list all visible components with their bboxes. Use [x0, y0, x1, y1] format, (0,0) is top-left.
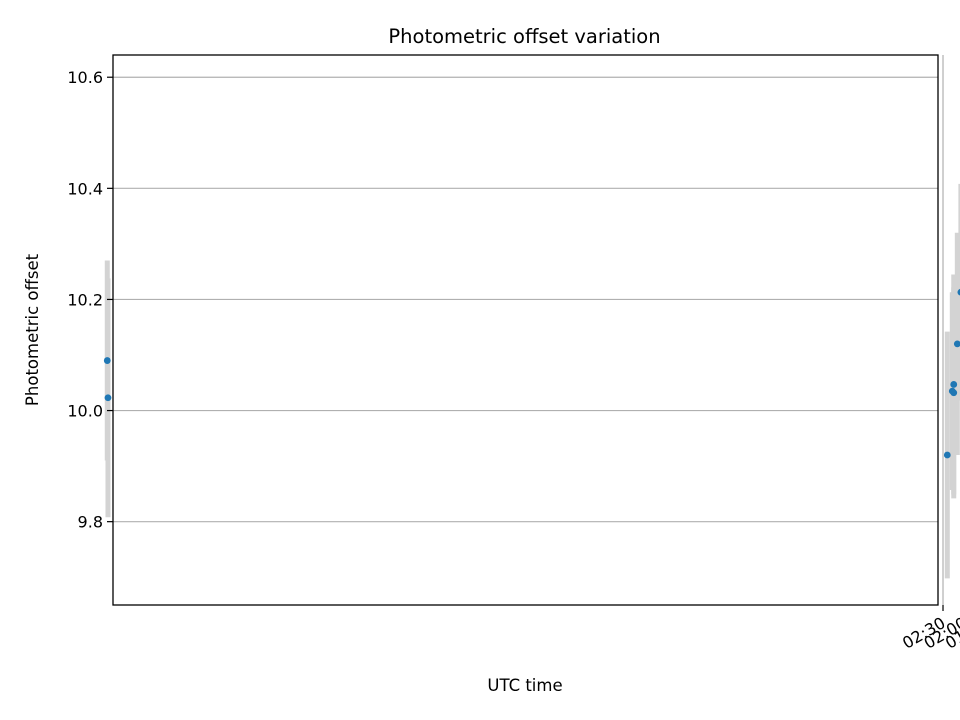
- y-tick-label: 9.8: [78, 513, 103, 532]
- y-tick-label: 10.4: [67, 179, 103, 198]
- chart-title: Photometric offset variation: [388, 25, 660, 48]
- y-axis-label: Photometric offset: [23, 253, 42, 406]
- y-tick-label: 10.2: [67, 290, 103, 309]
- plot-frame: [112, 54, 939, 606]
- y-tick-label: 10.0: [67, 402, 103, 421]
- y-axis-ticks: 9.8 10.0 10.2 10.4 10.6: [67, 68, 113, 532]
- data-point: [943, 451, 951, 459]
- data-point: [103, 357, 111, 364]
- data-point: [104, 394, 112, 402]
- data-point: [953, 340, 960, 348]
- data-point: [948, 387, 956, 395]
- y-tick-label: 10.6: [67, 68, 103, 87]
- data-points: [103, 288, 960, 459]
- data-point: [957, 288, 960, 296]
- grid-lines: [113, 55, 944, 605]
- data-point: [950, 381, 958, 388]
- x-axis-label: UTC time: [487, 676, 562, 695]
